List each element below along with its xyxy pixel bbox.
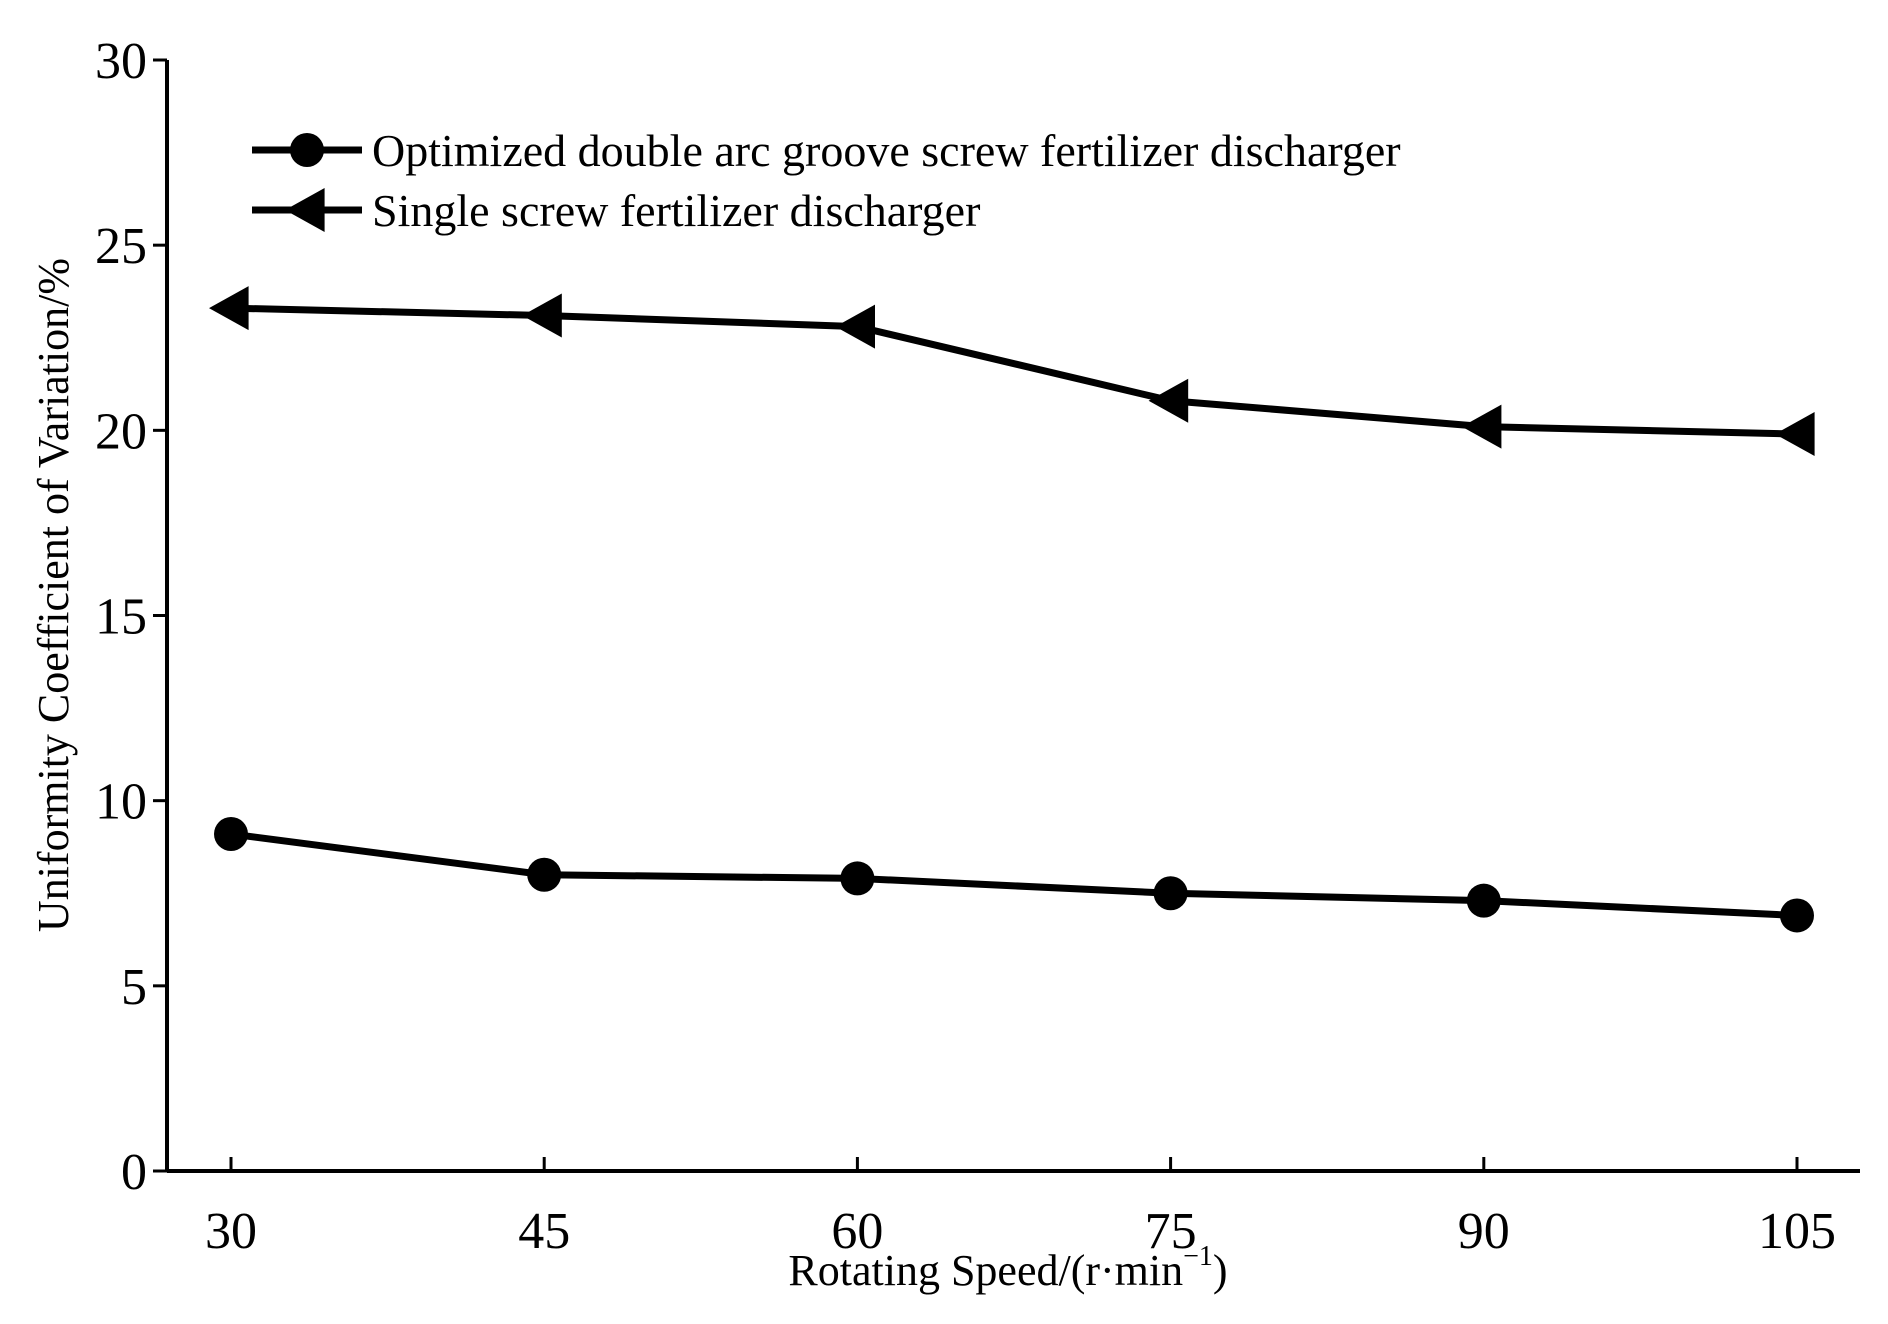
x-tick-label: 105 — [1758, 1203, 1836, 1260]
data-point — [840, 861, 875, 896]
y-axis-title: Uniformity Coefficient of Variation/% — [29, 258, 78, 932]
x-tick-label: 75 — [1145, 1203, 1197, 1260]
data-point — [1775, 412, 1815, 457]
legend-entry-2: Single screw fertilizer discharger — [252, 185, 980, 236]
data-point — [1780, 898, 1814, 933]
x-tick-label: 90 — [1458, 1203, 1510, 1260]
y-tick-label: 20 — [95, 403, 147, 460]
series-line — [230, 830, 1798, 919]
data-point — [209, 286, 249, 331]
data-point — [527, 857, 562, 892]
series-line — [230, 304, 1798, 438]
legend-marker — [290, 133, 324, 167]
data-point — [1466, 883, 1501, 918]
y-tick-label: 0 — [121, 1144, 147, 1201]
x-tick-label: 60 — [831, 1203, 883, 1260]
x-tick-label: 30 — [205, 1203, 257, 1260]
series-1 — [214, 816, 1814, 933]
data-point — [835, 304, 875, 349]
data-point — [1153, 876, 1188, 911]
series-2 — [209, 286, 1815, 457]
x-axis-title: Rotating Speed/(r·min−1) — [788, 1241, 1227, 1295]
y-tick-label: 25 — [95, 218, 147, 275]
data-point — [214, 816, 248, 851]
legend: Optimized double arc groove screw fertil… — [252, 125, 1401, 236]
x-axis-title-main: Rotating Speed/(r·min — [788, 1246, 1183, 1295]
legend-label: Optimized double arc groove screw fertil… — [372, 125, 1401, 176]
series-group — [209, 286, 1815, 933]
legend-entry-1: Optimized double arc groove screw fertil… — [252, 125, 1401, 176]
axes: 0 5 10 15 20 25 30 30 45 60 75 90 105 — [95, 33, 1860, 1260]
legend-marker — [285, 188, 325, 232]
data-point — [1148, 378, 1189, 423]
data-point — [1461, 404, 1502, 449]
data-point — [522, 293, 562, 338]
y-tick-label: 30 — [95, 33, 147, 90]
x-axis-title-close: ) — [1213, 1246, 1228, 1295]
y-tick-label: 10 — [95, 774, 147, 831]
x-tick-label: 45 — [518, 1203, 570, 1260]
legend-label: Single screw fertilizer discharger — [372, 185, 980, 236]
y-tick-label: 5 — [121, 959, 147, 1016]
x-axis-title-superscript: −1 — [1183, 1241, 1213, 1272]
y-tick-label: 15 — [95, 589, 147, 646]
